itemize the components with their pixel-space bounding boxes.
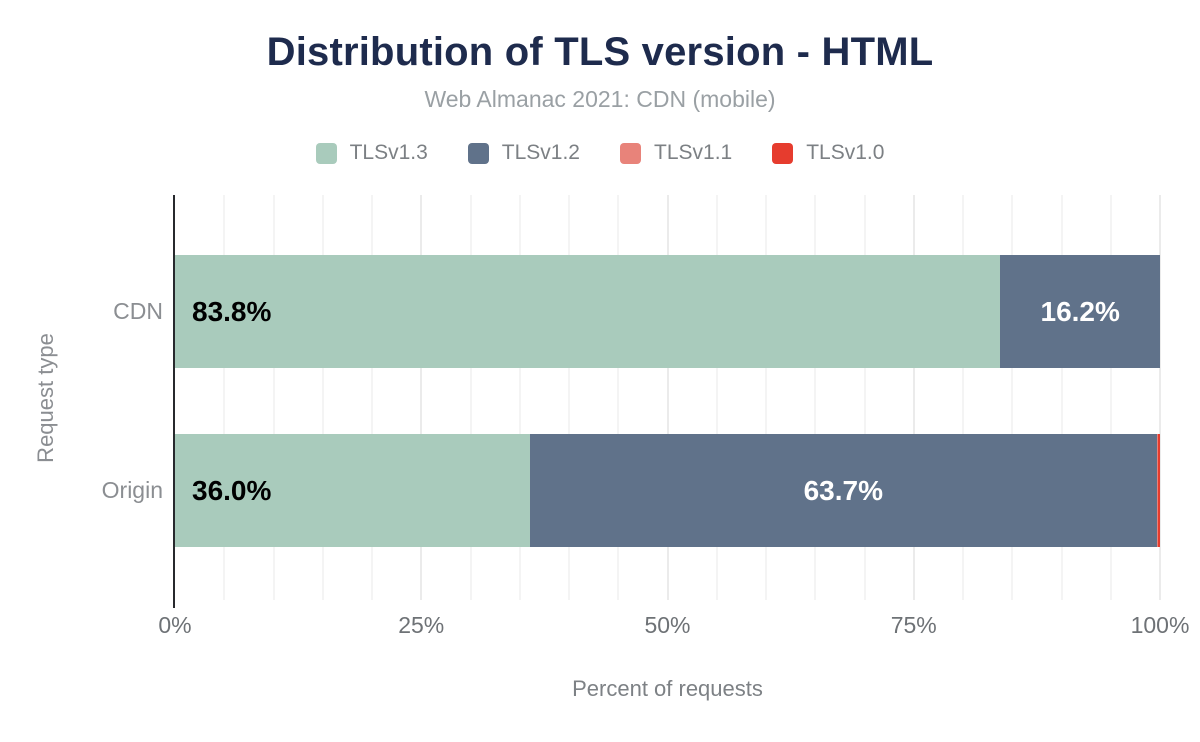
legend-label: TLSv1.1 (654, 141, 733, 164)
gridline-75 (912, 195, 915, 600)
category-labels: CDN Origin (0, 195, 163, 600)
bar-segment-cdn-tlsv1.2[interactable]: 16.2% (1000, 255, 1160, 368)
legend-swatch-tlsv1.1 (620, 142, 641, 164)
plot-area: 83.8% 16.2% 36.0% 63.7% (173, 195, 1161, 608)
bar-value-label: 83.8% (192, 295, 272, 327)
gridline-80 (962, 195, 964, 600)
legend-item-tlsv1.0: TLSv1.0 (772, 141, 884, 165)
chart-subtitle: Web Almanac 2021: CDN (mobile) (424, 86, 776, 112)
bar-segment-cdn-tlsv1.3[interactable]: 83.8% (175, 255, 1001, 368)
y-axis-title: Request type (33, 333, 58, 463)
category-label-cdn: CDN (113, 298, 163, 324)
gridline-20 (371, 195, 373, 600)
legend-label: TLSv1.0 (806, 141, 885, 164)
bar-row-origin: 36.0% 63.7% (175, 434, 1160, 547)
legend-item-tlsv1.3: TLSv1.3 (315, 141, 428, 165)
gridline-95 (1109, 195, 1112, 600)
gridline-50 (666, 195, 669, 600)
x-tick-75pct: 75% (890, 612, 937, 638)
x-tick-100pct: 100% (1130, 612, 1190, 638)
bar-value-label: 16.2% (1040, 295, 1120, 327)
legend-swatch-tlsv1.2 (467, 142, 489, 164)
gridline-35 (518, 195, 521, 600)
legend-swatch-tlsv1.0 (772, 142, 794, 164)
legend-item-tlsv1.2: TLSv1.2 (467, 141, 580, 165)
gridline-45 (617, 195, 620, 600)
gridline-90 (1060, 195, 1063, 600)
bar-segment-origin-tlsv1.2[interactable]: 63.7% (529, 434, 1158, 547)
gridline-40 (568, 195, 570, 600)
bar-value-label: 63.7% (803, 474, 884, 506)
bars: 83.8% 16.2% 36.0% 63.7% (175, 195, 1160, 600)
y-axis-line (173, 195, 175, 608)
bar-segment-origin-tlsv1.1[interactable] (1157, 434, 1159, 547)
bar-value-label: 36.0% (192, 474, 272, 506)
gridline-25 (420, 195, 423, 600)
x-axis-title: Percent of requests (572, 676, 763, 701)
gridline-85 (1011, 195, 1014, 600)
legend-label: TLSv1.2 (501, 141, 580, 164)
x-tick-25pct: 25% (398, 612, 445, 638)
x-tick-0pct: 0% (158, 612, 192, 638)
gridline-100 (1159, 195, 1161, 600)
gridline-70 (863, 195, 866, 600)
x-axis-ticks: 0% 25% 50% 75% 100% (158, 612, 1189, 642)
bar-segment-origin-tlsv1.3[interactable]: 36.0% (175, 434, 530, 547)
gridline-65 (814, 195, 817, 600)
chart-title: Distribution of TLS version - HTML (266, 30, 934, 74)
gridline-10 (272, 195, 275, 600)
gridline-15 (321, 195, 324, 600)
gridline-60 (765, 195, 767, 600)
gridlines (175, 195, 1161, 600)
legend-label: TLSv1.3 (349, 141, 428, 164)
gridline-5 (223, 195, 226, 600)
bar-segment-origin-tlsv1.0[interactable] (1158, 434, 1160, 547)
legend: TLSv1.3 TLSv1.2 TLSv1.1 TLSv1.0 (0, 141, 1200, 165)
gridline-30 (469, 195, 472, 600)
x-tick-50pct: 50% (644, 612, 691, 638)
gridline-55 (715, 195, 718, 600)
legend-item-tlsv1.1: TLSv1.1 (620, 141, 732, 165)
bar-row-cdn: 83.8% 16.2% (175, 255, 1160, 368)
category-label-origin: Origin (101, 477, 163, 503)
legend-swatch-tlsv1.3 (315, 142, 337, 164)
